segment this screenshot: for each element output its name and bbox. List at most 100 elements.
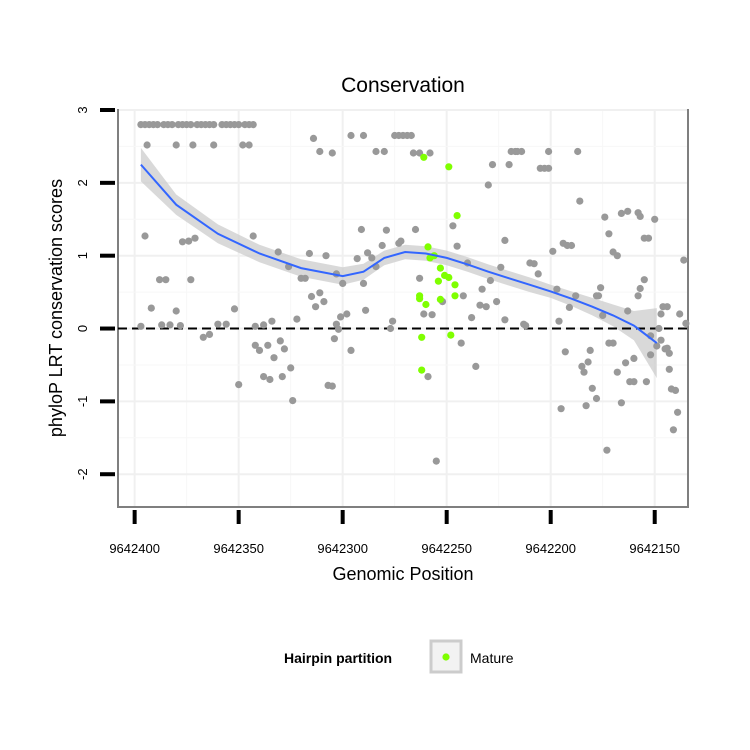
hairpin-point — [428, 311, 436, 319]
hairpin-point — [522, 322, 530, 330]
hairpin-point — [534, 270, 542, 278]
mature-point — [445, 273, 453, 282]
hairpin-point — [626, 378, 634, 386]
hairpin-point — [484, 181, 492, 189]
hairpin-point — [268, 317, 276, 325]
hairpin-point — [530, 260, 538, 268]
mature-points — [416, 153, 461, 374]
hairpin-point — [586, 346, 594, 354]
hairpin-point — [280, 345, 288, 353]
hairpin-point — [682, 319, 690, 327]
hairpin-point — [166, 321, 174, 329]
hairpin-point — [353, 255, 361, 263]
hairpin-point — [680, 256, 688, 264]
hairpin-point — [588, 384, 596, 392]
hairpin-point — [147, 304, 155, 312]
hairpin-point — [416, 274, 424, 282]
hairpin-point — [651, 215, 659, 223]
hairpin-point — [549, 247, 557, 255]
hairpin-point — [239, 141, 247, 149]
hairpin-point — [617, 209, 626, 217]
y-tick-label: -2 — [75, 468, 90, 480]
hairpin-point — [624, 307, 632, 315]
hairpin-point — [555, 317, 563, 325]
hairpin-point — [493, 298, 501, 306]
hairpin-point — [634, 292, 642, 300]
hairpin-point — [636, 212, 644, 220]
hairpin-point — [266, 375, 274, 384]
hairpin-point — [372, 147, 380, 156]
hairpin-point — [397, 237, 405, 245]
hairpin-point — [235, 381, 243, 389]
hairpin-point — [380, 147, 388, 156]
mature-point — [420, 153, 428, 161]
hairpin-point — [457, 339, 465, 347]
hairpin-point — [561, 348, 569, 356]
hairpin-point — [316, 289, 324, 297]
hairpin-point — [205, 330, 214, 338]
hairpin-point — [622, 359, 630, 367]
hairpin-point — [143, 141, 151, 149]
hairpin-point — [172, 307, 180, 315]
hairpin-point — [389, 317, 397, 325]
mature-point — [418, 366, 426, 374]
hairpin-point — [260, 321, 268, 329]
hairpin-point — [287, 364, 295, 372]
hairpin-point — [210, 141, 218, 149]
hairpin-point — [411, 225, 420, 234]
hairpin-points — [137, 121, 690, 465]
hairpin-point — [156, 276, 164, 284]
hairpin-point — [545, 147, 553, 156]
hairpin-point — [657, 336, 665, 344]
hairpin-point — [260, 373, 268, 381]
hairpin-point — [453, 242, 461, 250]
hairpin-point — [669, 426, 678, 434]
hairpin-point — [584, 358, 592, 366]
hairpin-point — [574, 147, 582, 156]
hairpin-point — [339, 279, 347, 287]
hairpin-point — [301, 274, 309, 282]
hairpin-point — [316, 147, 324, 156]
hairpin-point — [270, 354, 278, 362]
hairpin-point — [251, 322, 259, 330]
x-tick-label: 9642150 — [629, 541, 680, 556]
hairpin-point — [459, 292, 467, 300]
hairpin-point — [676, 310, 684, 318]
hairpin-point — [613, 368, 621, 376]
hairpin-point — [582, 402, 590, 410]
hairpin-point — [501, 236, 509, 244]
hairpin-point — [332, 320, 340, 328]
hairpin-point — [642, 378, 651, 386]
hairpin-point — [557, 405, 565, 413]
mature-point — [447, 331, 455, 339]
y-tick-label: 2 — [75, 179, 90, 186]
hairpin-point — [630, 354, 638, 362]
mature-point — [451, 281, 459, 289]
hairpin-point — [617, 399, 626, 407]
mature-point — [424, 243, 432, 251]
mature-point — [418, 333, 426, 341]
hairpin-point — [665, 365, 673, 373]
hairpin-point — [674, 408, 682, 416]
hairpin-point — [655, 324, 663, 333]
mature-point — [416, 295, 424, 303]
hairpin-point — [210, 121, 218, 129]
hairpin-point — [322, 252, 330, 260]
hairpin-point — [168, 121, 176, 129]
hairpin-point — [501, 316, 509, 324]
axes: 9642400 9642350 9642300 9642250 9642200 96421… — [75, 106, 680, 556]
hairpin-point — [307, 292, 316, 301]
hairpin-point — [609, 339, 617, 347]
x-tick-label: 9642200 — [525, 541, 576, 556]
hairpin-point — [497, 263, 505, 271]
mature-point — [451, 292, 459, 300]
hairpin-point — [249, 232, 257, 240]
hairpin-point — [293, 315, 301, 323]
hairpin-point — [347, 131, 355, 140]
legend: Hairpin partition Mature — [284, 639, 514, 674]
hairpin-point — [214, 320, 222, 328]
hairpin-point — [478, 285, 486, 293]
hairpin-point — [476, 301, 484, 309]
mature-point — [453, 212, 461, 220]
x-tick-label: 9642250 — [421, 541, 472, 556]
